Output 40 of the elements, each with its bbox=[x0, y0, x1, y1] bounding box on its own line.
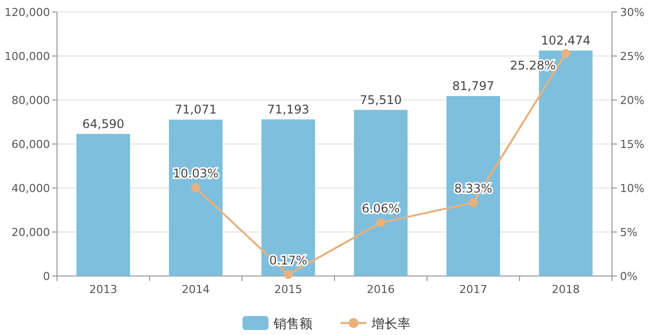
y2-tick-label: 10% bbox=[620, 182, 644, 195]
y-tick-label: 40,000 bbox=[12, 182, 50, 195]
point bbox=[376, 218, 386, 228]
point bbox=[284, 270, 293, 280]
y-tick-label: 80,000 bbox=[12, 94, 50, 107]
x-tick-label: 2018 bbox=[552, 283, 580, 296]
x-tick-label: 2015 bbox=[274, 283, 302, 296]
data-label: 75,510 bbox=[360, 92, 402, 107]
y-tick-label: 20,000 bbox=[12, 226, 50, 239]
y-tick-label: 120,000 bbox=[4, 6, 50, 19]
y2-tick-label: 20% bbox=[620, 94, 644, 107]
data-label: 71,071 bbox=[174, 102, 217, 117]
y2-tick-label: 25% bbox=[620, 50, 644, 63]
y2-tick-label: 5% bbox=[620, 226, 638, 239]
legend-label: 销售额 bbox=[272, 317, 312, 332]
bar bbox=[354, 110, 408, 276]
legend-label: 增长率 bbox=[370, 316, 410, 332]
y-tick-label: 60,000 bbox=[12, 138, 50, 151]
data-label: 81,797 bbox=[452, 79, 494, 94]
bar bbox=[76, 134, 130, 276]
y2-tick-label: 15% bbox=[620, 138, 644, 151]
bar bbox=[261, 119, 316, 276]
y-tick-label: 100,000 bbox=[4, 50, 50, 63]
data-label: 10.03% bbox=[172, 166, 219, 181]
y2-tick-label: 0% bbox=[620, 270, 638, 283]
x-tick-label: 2017 bbox=[459, 283, 488, 296]
x-tick-label: 2014 bbox=[182, 283, 210, 296]
point bbox=[561, 49, 570, 58]
bar bbox=[446, 96, 500, 276]
data-label: 71,193 bbox=[267, 102, 310, 116]
data-label: 102,474 bbox=[540, 34, 591, 48]
x-tick-label: 2013 bbox=[89, 283, 118, 296]
bar bbox=[168, 120, 223, 276]
point bbox=[468, 198, 478, 208]
data-label: 6.06% bbox=[362, 202, 400, 216]
y2-tick-label: 30% bbox=[620, 6, 644, 19]
x-tick-label: 2016 bbox=[366, 283, 395, 296]
y-tick-label: 0 bbox=[43, 270, 50, 283]
point bbox=[191, 183, 200, 192]
data-label: 64,590 bbox=[82, 116, 124, 131]
